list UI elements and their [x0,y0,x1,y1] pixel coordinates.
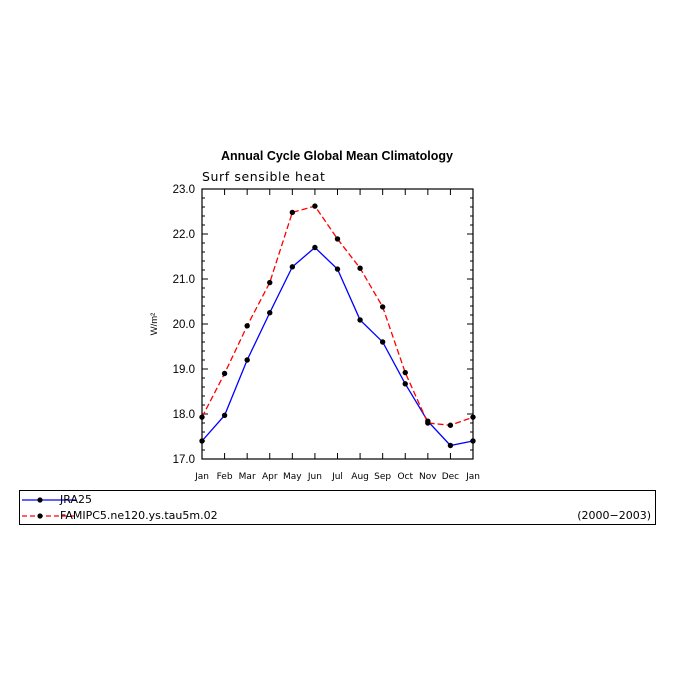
x-tick-label: Nov [419,472,437,482]
data-point [379,304,386,310]
x-tick-label: Sep [374,472,391,482]
legend-line-solid [22,497,76,503]
y-tick-label: 21.0 [173,274,195,286]
data-point [199,438,205,444]
chart-subtitle: Surf sensible heat [202,169,326,184]
data-point [425,420,431,426]
data-point [470,438,476,444]
data-point [289,264,296,270]
data-point [334,266,341,272]
legend-entry-jra25: JRA25 [20,492,655,508]
y-tick-label: 18.0 [173,409,195,421]
x-tick-label: May [283,472,302,482]
y-tick-label: 20.0 [173,319,195,331]
plot-frame [201,188,474,460]
x-tick-label: Oct [397,472,413,482]
data-point [447,442,454,449]
y-tick-label: 19.0 [173,364,195,376]
legend-label: FAMIPC5.ne120.ys.tau5m.02 [60,509,218,522]
y-tick-label: 17.0 [173,454,195,466]
y-tick-label: 23.0 [173,184,195,196]
legend-entry-famipc5: FAMIPC5.ne120.ys.tau5m.02 (2000−2003) [20,508,655,524]
data-point [221,370,228,377]
data-point [267,310,273,316]
legend-label: JRA25 [60,493,92,506]
x-tick-label: Feb [217,472,233,482]
x-tick-label: Jun [307,472,322,482]
x-tick-label: Aug [351,472,369,482]
data-point [289,209,296,216]
series-points [199,203,476,449]
legend: JRA25 FAMIPC5.ne120.ys.tau5m.02 (2000−20… [19,490,656,525]
data-point [402,381,408,387]
x-tick-label: Dec [442,472,459,482]
series-line-0 [201,246,474,447]
y-tick-label: 22.0 [173,229,195,241]
data-point [312,244,318,251]
data-point [267,279,273,286]
x-tick-label: Jan [465,472,480,482]
series-lines [201,205,474,447]
x-tick-label: Jul [331,472,343,482]
legend-line-dashed [22,513,76,519]
chart-title: Annual Cycle Global Mean Climatology [221,149,453,163]
y-axis-label: W/m² [149,313,160,336]
data-point [199,414,205,420]
x-tick-label: Jan [194,472,209,482]
data-point [379,339,386,345]
y-tick-labels: 17.0 18.0 19.0 20.0 21.0 22.0 23.0 [173,184,195,466]
data-point [402,369,408,376]
data-point [244,357,250,363]
legend-period: (2000−2003) [577,509,651,522]
data-point [470,414,476,420]
data-point [334,236,341,242]
axis-ticks [201,188,474,460]
data-point [357,317,363,323]
x-tick-labels: Jan Feb Mar Apr May Jun Jul Aug Sep Oct Nov Dec Jan [194,472,480,482]
data-point [357,265,363,271]
data-point [312,203,318,209]
x-tick-label: Mar [239,472,256,482]
data-point [221,412,228,419]
x-tick-label: Apr [262,472,278,482]
data-point [447,422,454,428]
data-point [244,323,250,329]
